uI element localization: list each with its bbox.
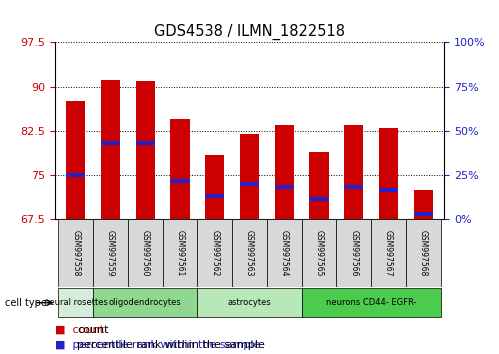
Bar [101,80,120,219]
Bar [344,185,363,189]
Bar [136,81,155,219]
Text: count: count [77,325,109,335]
Bar [93,288,198,317]
Bar [414,211,433,216]
Text: GSM997563: GSM997563 [245,230,254,276]
Bar [163,219,198,287]
Bar [58,288,93,317]
Text: ■  count: ■ count [55,325,104,335]
Text: cell type: cell type [5,298,47,308]
Bar [136,141,155,145]
Bar [309,197,328,201]
Bar [344,125,363,219]
Bar [101,141,120,145]
Bar [66,173,85,177]
Bar [58,219,93,287]
Bar [205,194,225,198]
Bar [232,219,267,287]
Text: GSM997562: GSM997562 [210,230,219,276]
Bar [267,219,301,287]
Text: neurons CD44- EGFR-: neurons CD44- EGFR- [326,298,416,307]
Bar [301,288,441,317]
Text: ■  percentile rank within the sample: ■ percentile rank within the sample [55,341,260,350]
Text: oligodendrocytes: oligodendrocytes [109,298,182,307]
Bar [336,219,371,287]
Bar [301,219,336,287]
Text: GSM997560: GSM997560 [141,230,150,276]
Bar [240,182,259,186]
Text: astrocytes: astrocytes [228,298,271,307]
Text: GSM997568: GSM997568 [419,230,428,276]
Text: GSM997559: GSM997559 [106,230,115,276]
Bar [379,188,398,192]
Text: GSM997565: GSM997565 [314,230,323,276]
Bar [406,219,441,287]
Bar [198,219,232,287]
Title: GDS4538 / ILMN_1822518: GDS4538 / ILMN_1822518 [154,23,345,40]
Bar [274,125,294,219]
Text: GSM997558: GSM997558 [71,230,80,276]
Bar [240,134,259,219]
Bar [371,219,406,287]
Bar [171,119,190,219]
Bar [309,152,328,219]
Bar [414,190,433,219]
Bar [379,128,398,219]
Bar [93,219,128,287]
Text: percentile rank within the sample: percentile rank within the sample [77,341,265,350]
Bar [274,185,294,189]
Bar [66,102,85,219]
Text: GSM997564: GSM997564 [280,230,289,276]
Text: neural rosettes: neural rosettes [44,298,108,307]
Text: GSM997561: GSM997561 [176,230,185,276]
Bar [205,155,225,219]
Bar [128,219,163,287]
Bar [198,288,301,317]
Text: GSM997567: GSM997567 [384,230,393,276]
Text: GSM997566: GSM997566 [349,230,358,276]
Bar [171,179,190,183]
